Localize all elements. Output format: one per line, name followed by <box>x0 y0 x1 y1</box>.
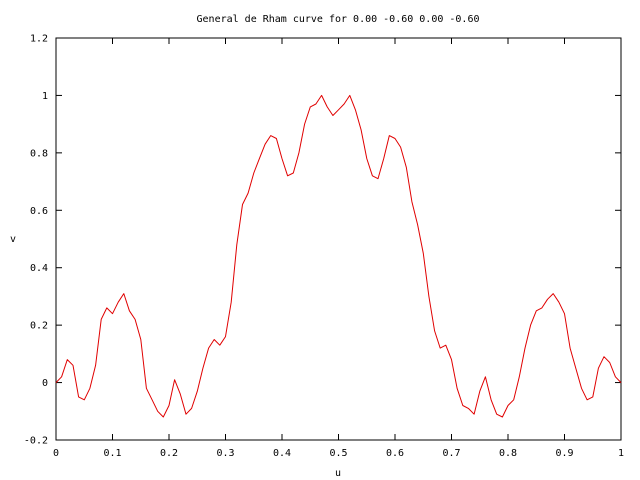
x-tick-label: 1 <box>618 448 624 459</box>
y-tick-label: 0.2 <box>30 321 48 332</box>
y-tick-label: 1 <box>42 91 48 102</box>
axis-ticks: 0 0.1 0.2 0.3 0.4 0.5 0.6 0.7 0.8 0.9 1 -0.2 0 0.2 0.4… <box>24 34 624 460</box>
x-tick-label: 0.9 <box>555 448 573 459</box>
x-axis-label: u <box>335 468 341 479</box>
x-tick-label: 0.5 <box>329 448 347 459</box>
y-tick-label: 0.4 <box>30 263 48 274</box>
series-line <box>55 94 622 418</box>
x-tick-label: 0.6 <box>386 448 404 459</box>
x-tick-label: 0 <box>53 448 59 459</box>
x-tick-label: 0.3 <box>216 448 234 459</box>
x-tick-label: 0.1 <box>103 448 121 459</box>
y-tick-label: 1.2 <box>30 34 48 45</box>
y-tick-label: 0 <box>42 378 48 389</box>
y-axis-label: v <box>10 234 16 245</box>
y-tick-label: 0.6 <box>30 206 48 217</box>
y-tick-label: 0.8 <box>30 148 48 159</box>
y-tick-label: -0.2 <box>24 436 48 447</box>
x-tick-label: 0.2 <box>160 448 178 459</box>
x-tick-label: 0.7 <box>442 448 460 459</box>
series-group <box>55 94 622 418</box>
x-tick-label: 0.8 <box>499 448 517 459</box>
plot-frame <box>55 37 622 441</box>
x-tick-label: 0.4 <box>273 448 291 459</box>
chart-title: General de Rham curve for 0.00 -0.60 0.0… <box>197 14 480 25</box>
